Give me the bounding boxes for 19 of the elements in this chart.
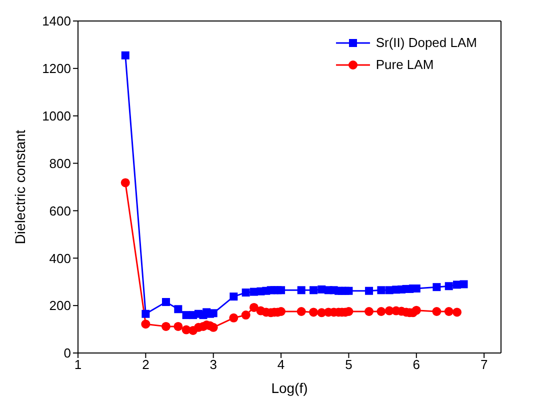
x-tick-label: 2 <box>142 357 150 372</box>
x-tick-label: 1 <box>74 357 82 372</box>
y-axis-title: Dielectric constant <box>12 130 28 244</box>
y-tick-label: 1400 <box>42 14 71 29</box>
x-tick-label: 5 <box>345 357 352 372</box>
y-tick-label: 1200 <box>42 61 71 76</box>
legend-label: Sr(II) Doped LAM <box>376 34 477 52</box>
y-tick-label: 600 <box>49 203 71 218</box>
legend-label: Pure LAM <box>376 56 434 74</box>
y-tick-label: 200 <box>49 298 71 314</box>
y-tick-label: 1000 <box>42 108 71 124</box>
x-tick-label: 4 <box>277 357 285 372</box>
x-axis-title: Log(f) <box>271 380 308 396</box>
y-tick-label: 800 <box>49 156 71 171</box>
y-tick-label: 400 <box>49 250 71 266</box>
x-tick-label: 3 <box>210 357 217 372</box>
x-tick-label: 6 <box>412 357 420 372</box>
x-tick-label: 7 <box>480 357 488 372</box>
y-tick-label: 0 <box>64 346 71 361</box>
